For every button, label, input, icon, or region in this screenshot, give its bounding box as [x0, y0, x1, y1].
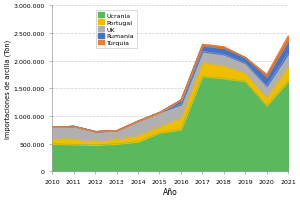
- Legend: Ucrania, Portugal, UK, Rumania, Turquia: Ucrania, Portugal, UK, Rumania, Turquia: [95, 11, 137, 49]
- X-axis label: Año: Año: [163, 187, 178, 196]
- Y-axis label: Importaciones de arcilla (Ton): Importaciones de arcilla (Ton): [4, 39, 11, 138]
